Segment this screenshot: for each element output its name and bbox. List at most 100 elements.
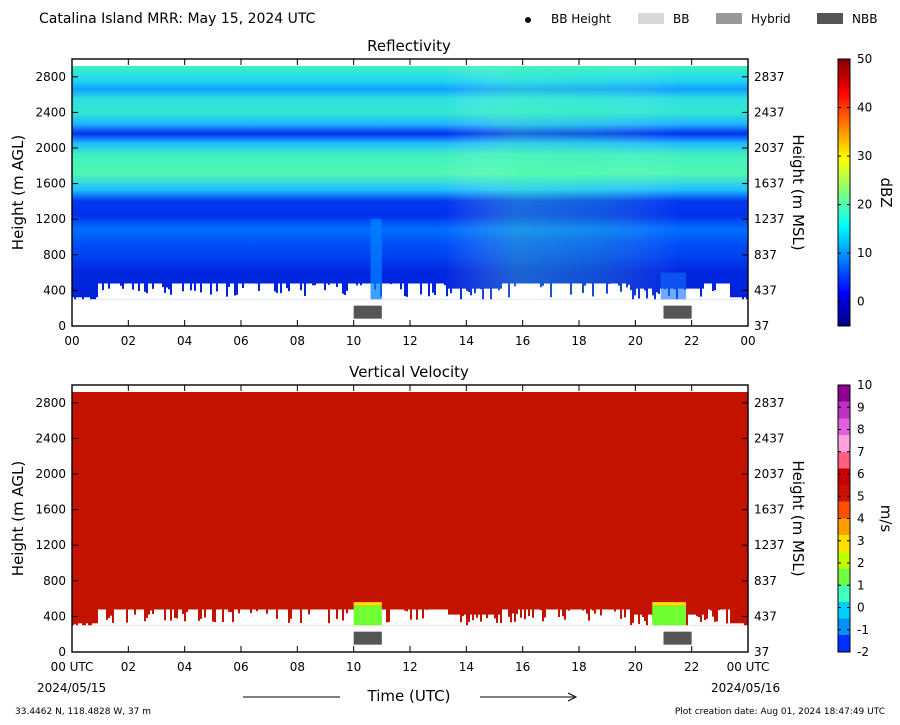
xtick-label-4: 08: [290, 660, 305, 674]
ytick-right-label-5: 2037: [754, 467, 785, 481]
cbtick-label-2: 0: [857, 601, 865, 615]
cbtick-label-3: 30: [857, 149, 872, 163]
cbtick-label-5: 50: [857, 52, 872, 66]
ytick-label-1: 400: [43, 609, 66, 623]
xtick-label-9: 18: [571, 334, 586, 348]
cbtick-label-1: 10: [857, 246, 872, 260]
ytick-label-5: 2000: [35, 467, 66, 481]
xtick-label-6: 12: [402, 660, 417, 674]
ytick-label-7: 2800: [35, 70, 66, 84]
ytick-label-1: 400: [43, 283, 66, 297]
ytick-label-4: 1600: [35, 177, 66, 191]
ytick-right-label-4: 1637: [754, 177, 785, 191]
xtick-label-4: 08: [290, 334, 305, 348]
vel-low-patch-cap-1: [652, 602, 687, 606]
cbtick-label-1: -1: [857, 623, 869, 637]
cbtick-label-0: 0: [857, 295, 865, 309]
ytick-label-3: 1200: [35, 538, 66, 552]
header-legend: BB Height BB Hybrid NBB: [525, 12, 877, 26]
ytick-right-label-2: 837: [754, 248, 777, 262]
legend-label-0: BB Height: [551, 12, 611, 26]
cbtick-label-8: 6: [857, 467, 865, 481]
nbb-marker-0: [353, 631, 382, 645]
xtick-label-12: 00: [740, 334, 755, 348]
cbtick-label-2: 20: [857, 198, 872, 212]
xtick-label-5: 10: [346, 660, 361, 674]
ytick-label-4: 1600: [35, 503, 66, 517]
xtick-label-8: 16: [515, 660, 530, 674]
refl-colorbar-label: dBZ: [877, 177, 895, 207]
legend-marker-0: [525, 17, 531, 23]
xtick-label-1: 02: [121, 334, 136, 348]
xtick-label-10: 20: [628, 660, 643, 674]
ytick-label-5: 2000: [35, 141, 66, 155]
ylabel-right: Height (m MSL): [789, 134, 807, 250]
legend-label-1: BB: [673, 12, 689, 26]
xtick-label-2: 04: [177, 660, 192, 674]
xtick-label-5: 10: [346, 334, 361, 348]
legend-marker-3: [817, 13, 843, 24]
vel-field: [72, 392, 748, 626]
xtick-label-11: 22: [684, 660, 699, 674]
xaxis-title: Time (UTC): [367, 687, 451, 705]
vel-colorbar-label: m/s: [877, 505, 895, 533]
vel-low-patch-cap-0: [353, 602, 382, 606]
vel-low-patch-0: [353, 605, 382, 626]
cbtick-label-4: 2: [857, 556, 865, 570]
date-start: 2024/05/15: [37, 681, 106, 695]
xtick-label-0: 00 UTC: [51, 660, 94, 674]
ytick-label-7: 2800: [35, 396, 66, 410]
xtick-label-8: 16: [515, 334, 530, 348]
date-end: 2024/05/16: [711, 681, 780, 695]
cbtick-label-7: 5: [857, 489, 865, 503]
ytick-label-2: 800: [43, 574, 66, 588]
location-note: 33.4462 N, 118.4828 W, 37 m: [15, 707, 151, 717]
cbtick-label-12: 10: [857, 378, 872, 392]
legend-marker-1: [638, 13, 664, 24]
ylabel-right: Height (m MSL): [789, 460, 807, 576]
nbb-marker-0: [353, 305, 382, 319]
ytick-right-label-0: 37: [754, 645, 769, 659]
ytick-label-3: 1200: [35, 212, 66, 226]
ytick-right-label-5: 2037: [754, 141, 785, 155]
refl-edge: [72, 283, 746, 300]
legend-label-3: NBB: [852, 12, 877, 26]
nbb-marker-1: [663, 631, 692, 645]
ytick-right-label-0: 37: [754, 319, 769, 333]
xtick-label-12: 00 UTC: [727, 660, 770, 674]
ytick-label-6: 2400: [35, 431, 66, 445]
ytick-right-label-3: 1237: [754, 212, 785, 226]
cbtick-label-0: -2: [857, 645, 869, 659]
ytick-right-label-3: 1237: [754, 538, 785, 552]
nbb-marker-1: [663, 305, 692, 319]
ytick-right-label-7: 2837: [754, 396, 785, 410]
xtick-label-10: 20: [628, 334, 643, 348]
xtick-label-11: 22: [684, 334, 699, 348]
ytick-right-label-2: 837: [754, 574, 777, 588]
vel-low-patch-1: [652, 605, 687, 626]
cbtick-label-10: 8: [857, 423, 865, 437]
xtick-label-1: 02: [121, 660, 136, 674]
ytick-right-label-4: 1637: [754, 503, 785, 517]
legend-marker-2: [716, 13, 742, 24]
refl-column-10h: [370, 219, 382, 300]
figure-title: Catalina Island MRR: May 15, 2024 UTC: [39, 11, 316, 27]
ytick-right-label-1: 437: [754, 609, 777, 623]
velocity-title: Vertical Velocity: [349, 363, 469, 381]
velocity-plot-area: 0 37 400 437 800 837 1200 1237 1600 1637 2000 2037 2…: [9, 378, 895, 674]
xtick-label-3: 06: [233, 334, 248, 348]
reflectivity-title: Reflectivity: [367, 37, 451, 55]
ytick-label-6: 2400: [35, 105, 66, 119]
xtick-label-0: 00: [64, 334, 79, 348]
ytick-label-0: 0: [58, 319, 66, 333]
ylabel-left: Height (m AGL): [9, 135, 27, 250]
refl-field-overlay: [72, 66, 748, 300]
cbtick-label-5: 3: [857, 534, 865, 548]
xtick-label-6: 12: [402, 334, 417, 348]
xtick-label-9: 18: [571, 660, 586, 674]
ytick-label-0: 0: [58, 645, 66, 659]
cbtick-label-4: 40: [857, 101, 872, 115]
